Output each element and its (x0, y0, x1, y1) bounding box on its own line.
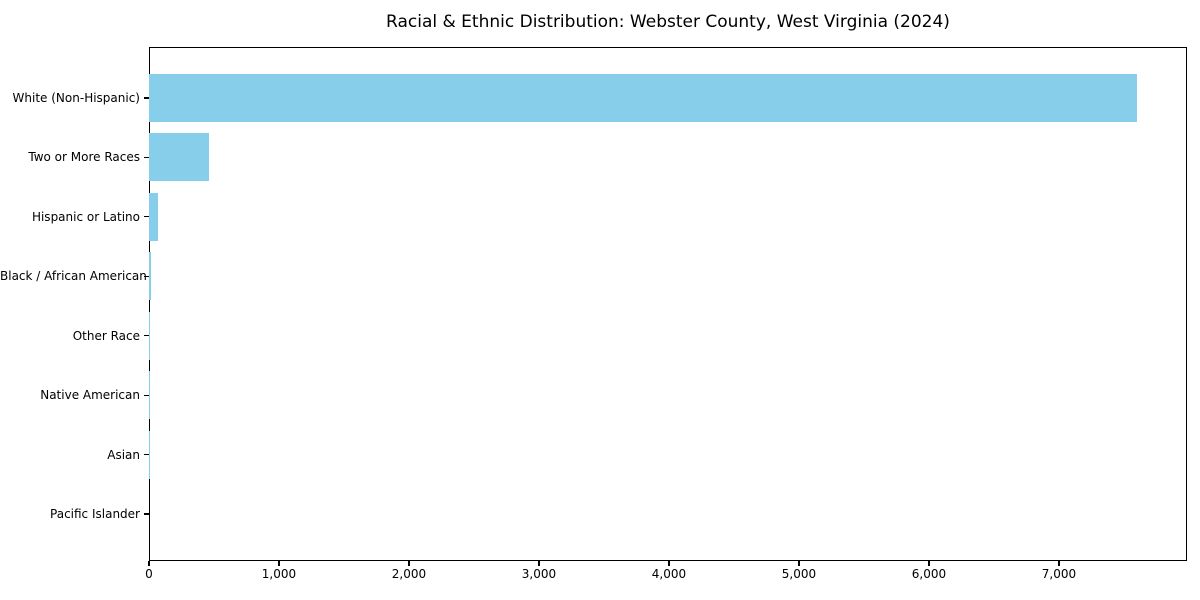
y-axis-category-label: Black / African American (0, 269, 147, 284)
x-axis-tick-label: 3,000 (521, 567, 557, 581)
x-axis-tick-mark (538, 561, 540, 566)
x-axis-tick-mark (928, 561, 930, 566)
bar-2 (149, 192, 159, 241)
x-axis-tick-mark (798, 561, 800, 566)
bar-0 (149, 74, 1137, 122)
y-axis-tick-mark (144, 453, 149, 456)
bar-3 (149, 252, 151, 301)
x-axis-tick-mark (668, 561, 670, 566)
x-axis-tick-label: 1,000 (261, 567, 297, 581)
x-axis-tick-label: 6,000 (911, 567, 947, 581)
x-axis-tick-mark (1058, 561, 1060, 566)
x-axis-tick-label: 0 (145, 567, 153, 581)
y-axis-tick-mark (144, 275, 149, 277)
y-axis-category-label: Two or More Races (28, 150, 140, 165)
y-axis-tick-mark (144, 97, 149, 99)
x-axis-tick-label: 4,000 (651, 567, 687, 581)
y-axis-tick-mark (144, 394, 149, 396)
y-axis-category-label: Hispanic or Latino (31, 209, 140, 224)
x-axis-tick-label: 5,000 (781, 567, 817, 581)
y-axis-category-label: Native American (40, 388, 140, 403)
y-axis-tick-mark (144, 216, 149, 218)
chart-title: Racial & Ethnic Distribution: Webster Co… (386, 12, 950, 32)
x-axis-tick-mark (148, 561, 150, 566)
y-axis-category-label: Asian (107, 447, 140, 462)
y-axis-tick-mark (144, 156, 149, 159)
x-axis-tick-mark (278, 561, 280, 566)
bar-1 (149, 133, 209, 182)
x-axis-tick-label: 2,000 (391, 567, 427, 581)
x-axis-tick-mark (408, 561, 410, 566)
y-axis-tick-mark (144, 335, 149, 337)
y-axis-category-label: White (Non-Hispanic) (12, 91, 140, 105)
bar-5 (149, 371, 150, 420)
y-axis-category-label: Pacific Islander (50, 507, 140, 521)
bar-4 (149, 311, 151, 360)
y-axis-tick-mark (144, 513, 149, 515)
x-axis-tick-label: 7,000 (1041, 567, 1077, 581)
y-axis-category-label: Other Race (72, 328, 140, 343)
plot-area (149, 47, 1187, 561)
